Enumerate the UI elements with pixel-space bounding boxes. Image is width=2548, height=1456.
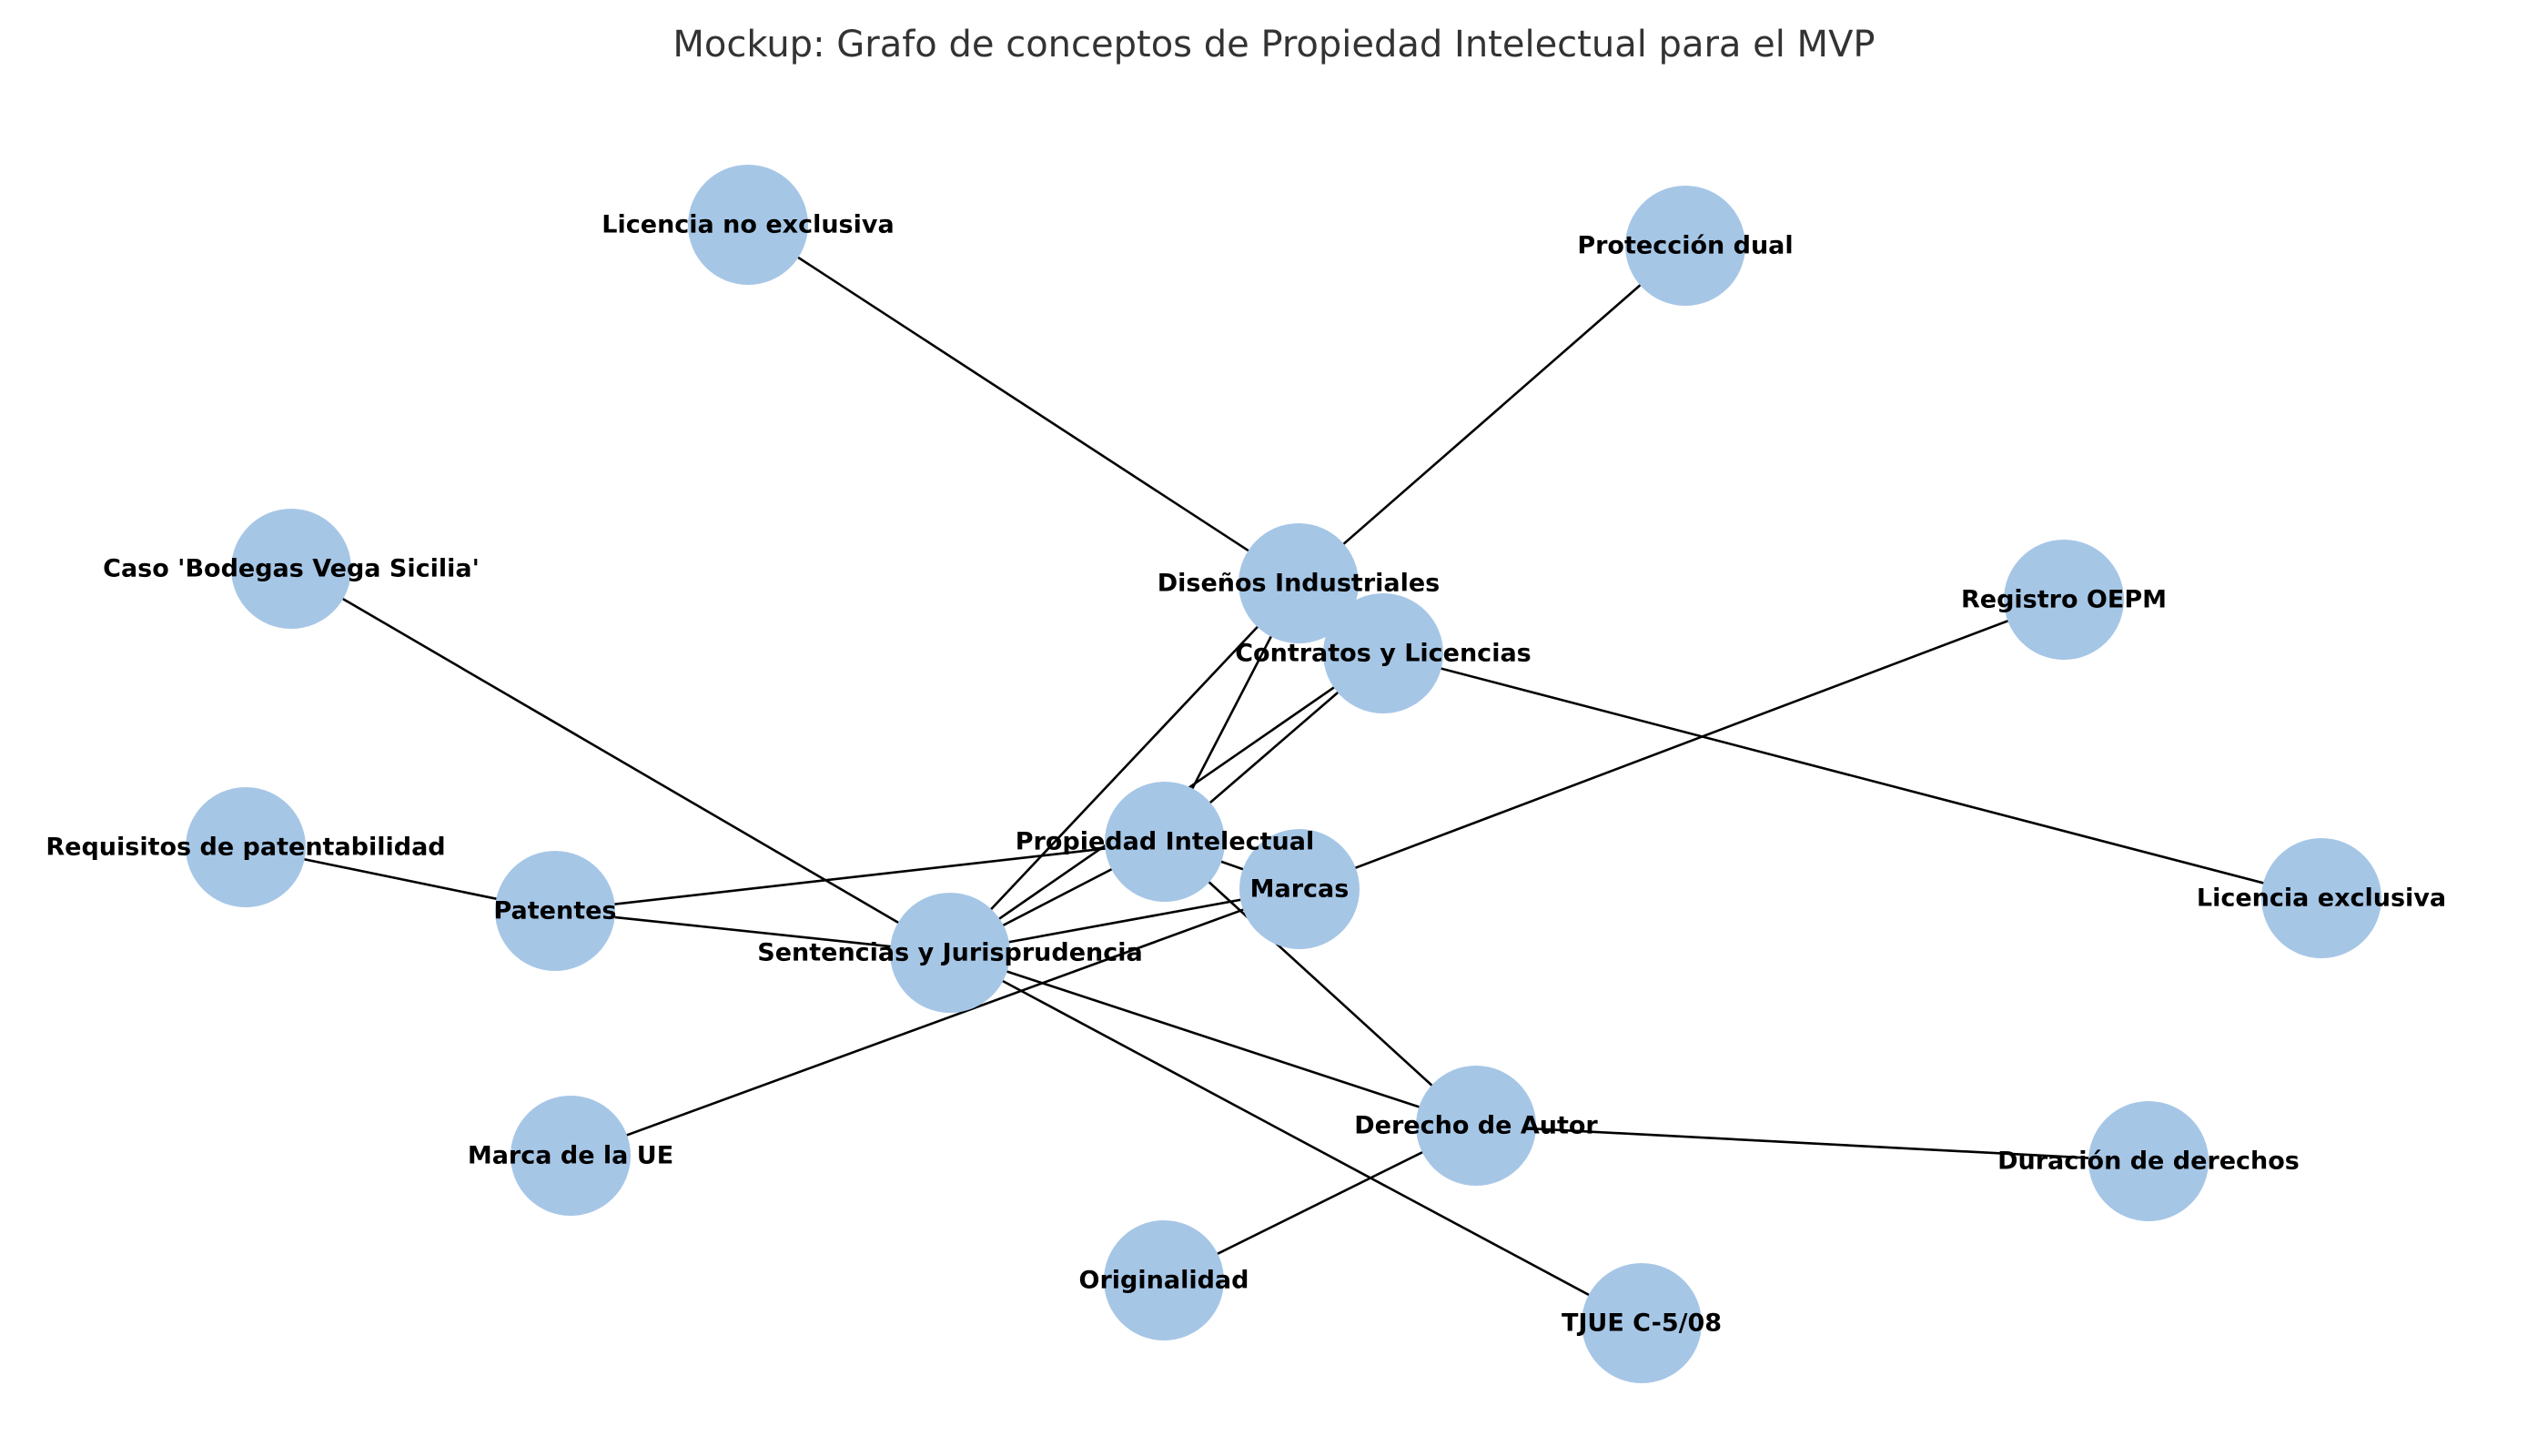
- node-label-disenos: Diseños Industriales: [1158, 570, 1441, 598]
- node-exclusiva[interactable]: [2261, 838, 2381, 958]
- node-layer: Propiedad Intelectual Patentes Marcas Derec…: [46, 165, 2446, 1383]
- node-label-exclusiva: Licencia exclusiva: [2197, 885, 2446, 913]
- node-circle: [890, 893, 1010, 1013]
- node-circle: [1105, 782, 1225, 902]
- edge-autor-duracion: [1475, 1124, 2149, 1163]
- node-circle: [1239, 829, 1360, 949]
- node-duracion[interactable]: [2088, 1101, 2209, 1221]
- node-dual[interactable]: [1625, 186, 1745, 306]
- node-label-marcas: Marcas: [1250, 875, 1350, 904]
- node-label-duracion: Duración de derechos: [1997, 1148, 2300, 1176]
- node-pi[interactable]: [1105, 782, 1225, 902]
- edge-pi-autor: [1164, 841, 1477, 1127]
- node-circle: [1625, 186, 1745, 306]
- edge-autor-sentencias: [949, 951, 1477, 1127]
- node-autor[interactable]: [1416, 1066, 1536, 1186]
- node-tjue[interactable]: [1582, 1263, 1702, 1383]
- node-label-originalidad: Originalidad: [1079, 1267, 1249, 1295]
- node-label-requisitos: Requisitos de patentabilidad: [46, 834, 445, 862]
- node-circle: [688, 165, 808, 285]
- node-sentencias[interactable]: [890, 893, 1010, 1013]
- node-label-autor: Derecho de Autor: [1354, 1112, 1598, 1140]
- node-circle: [1416, 1066, 1536, 1186]
- node-vega[interactable]: [231, 509, 351, 629]
- node-requisitos[interactable]: [186, 787, 306, 907]
- node-label-pi: Propiedad Intelectual: [1016, 828, 1314, 856]
- node-circle: [2261, 838, 2381, 958]
- node-circle: [1323, 593, 1443, 713]
- edge-contratos-exclusiva: [1382, 652, 2322, 900]
- edge-disenos-dual: [1298, 245, 1686, 584]
- node-label-vega: Caso 'Bodegas Vega Sicilia': [103, 555, 480, 583]
- node-circle: [1239, 523, 1359, 643]
- edge-patentes-sentencias: [554, 909, 951, 955]
- node-circle: [2004, 540, 2124, 660]
- edge-pi-patentes: [554, 840, 1166, 913]
- node-circle: [2088, 1101, 2209, 1221]
- node-marca-ue[interactable]: [511, 1096, 631, 1216]
- edge-disenos-sentencias: [949, 582, 1299, 954]
- edge-sentencias-tjue: [949, 951, 1643, 1325]
- edge-marcas-marca-ue: [570, 887, 1300, 1158]
- node-label-patentes: Patentes: [493, 897, 616, 925]
- node-label-no-exclusiva: Licencia no exclusiva: [602, 211, 894, 239]
- node-circle: [495, 851, 615, 971]
- node-circle: [511, 1096, 631, 1216]
- edge-disenos-no-exclusiva: [747, 223, 1299, 585]
- node-circle: [1104, 1220, 1224, 1340]
- node-patentes[interactable]: [495, 851, 615, 971]
- edge-sentencias-vega: [290, 567, 951, 955]
- edge-marcas-oepm: [1299, 598, 2065, 891]
- node-label-dual: Protección dual: [1577, 232, 1793, 260]
- graph-title: Mockup: Grafo de conceptos de Propiedad …: [672, 24, 1875, 66]
- node-oepm[interactable]: [2004, 540, 2124, 660]
- node-originalidad[interactable]: [1104, 1220, 1224, 1340]
- node-no-exclusiva[interactable]: [688, 165, 808, 285]
- node-label-marca-ue: Marca de la UE: [468, 1142, 673, 1170]
- node-disenos[interactable]: [1239, 523, 1359, 643]
- node-label-sentencias: Sentencias y Jurisprudencia: [757, 939, 1142, 967]
- node-circle: [186, 787, 306, 907]
- node-label-tjue: TJUE C-5/08: [1562, 1309, 1722, 1338]
- node-label-oepm: Registro OEPM: [1961, 586, 2167, 614]
- node-contratos[interactable]: [1323, 593, 1443, 713]
- node-circle: [231, 509, 351, 629]
- node-circle: [1582, 1263, 1702, 1383]
- node-label-contratos: Contratos y Licencias: [1235, 640, 1532, 668]
- node-marcas[interactable]: [1239, 829, 1360, 949]
